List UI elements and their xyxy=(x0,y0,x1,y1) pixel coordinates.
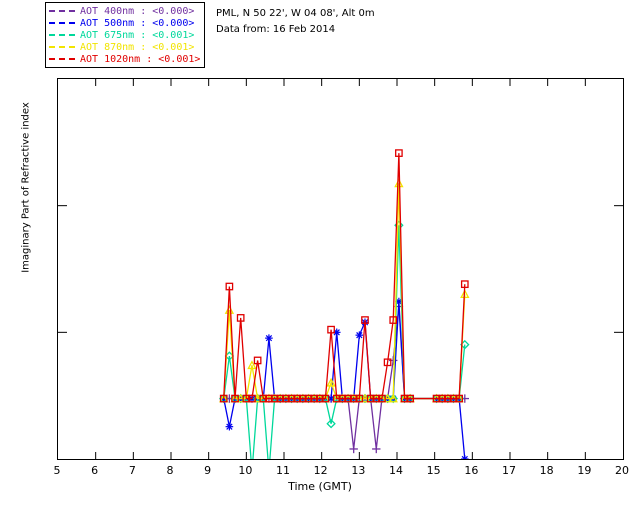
x-tick-label: 13 xyxy=(351,464,366,477)
data-series xyxy=(219,220,470,459)
x-tick-label: 16 xyxy=(464,464,479,477)
chart-title-line2: Data from: 16 Feb 2014 xyxy=(216,24,336,35)
x-tick-label: 14 xyxy=(389,464,403,477)
y-axis-title: Imaginary Part of Refractive index xyxy=(20,102,32,273)
x-tick-label: 17 xyxy=(502,464,516,477)
x-tick-label: 11 xyxy=(276,464,290,477)
legend-line-swatch xyxy=(49,10,75,12)
legend-line-swatch xyxy=(49,46,75,48)
legend-line-swatch xyxy=(49,58,75,60)
data-series xyxy=(219,178,470,403)
axis-ticks xyxy=(58,79,623,459)
legend-item: AOT 675nm : <0.001> xyxy=(49,29,200,41)
chart-title-block: PML, N 50 22', W 04 08', Alt 0m Data fro… xyxy=(216,6,375,38)
legend-line-swatch xyxy=(49,34,75,36)
x-tick-label: 10 xyxy=(238,464,253,477)
x-tick-label: 12 xyxy=(313,464,328,477)
legend-label: AOT 500nm : <0.000> xyxy=(80,17,195,29)
x-tick-label: 9 xyxy=(204,464,212,477)
x-tick-label: 8 xyxy=(166,464,174,477)
x-tick-label: 7 xyxy=(128,464,136,477)
data-series xyxy=(219,149,469,403)
legend-line-swatch xyxy=(49,22,75,24)
legend-item: AOT 870nm : <0.001> xyxy=(49,41,200,53)
data-series xyxy=(219,302,469,454)
legend-label: AOT 675nm : <0.001> xyxy=(80,29,195,41)
x-tick-label: 15 xyxy=(426,464,441,477)
chart-title-line1: PML, N 50 22', W 04 08', Alt 0m xyxy=(216,8,375,19)
legend-label: AOT 870nm : <0.001> xyxy=(80,41,195,53)
legend-label: AOT 400nm : <0.000> xyxy=(80,5,195,17)
data-series xyxy=(219,297,469,459)
plot-canvas xyxy=(58,79,623,459)
x-axis-title: Time (GMT) xyxy=(288,480,352,493)
x-tick-label: 5 xyxy=(53,464,61,477)
plot-area xyxy=(57,78,624,460)
legend-item: AOT 1020nm : <0.001> xyxy=(49,53,200,65)
x-tick-label: 18 xyxy=(539,464,554,477)
chart-legend: AOT 400nm : <0.000> AOT 500nm : <0.000> … xyxy=(45,2,206,68)
x-tick-label: 6 xyxy=(91,464,99,477)
legend-label: AOT 1020nm : <0.001> xyxy=(80,53,201,65)
legend-item: AOT 400nm : <0.000> xyxy=(49,5,200,17)
x-tick-label: 20 xyxy=(615,464,629,477)
x-tick-label: 19 xyxy=(577,464,592,477)
legend-item: AOT 500nm : <0.000> xyxy=(49,17,200,29)
